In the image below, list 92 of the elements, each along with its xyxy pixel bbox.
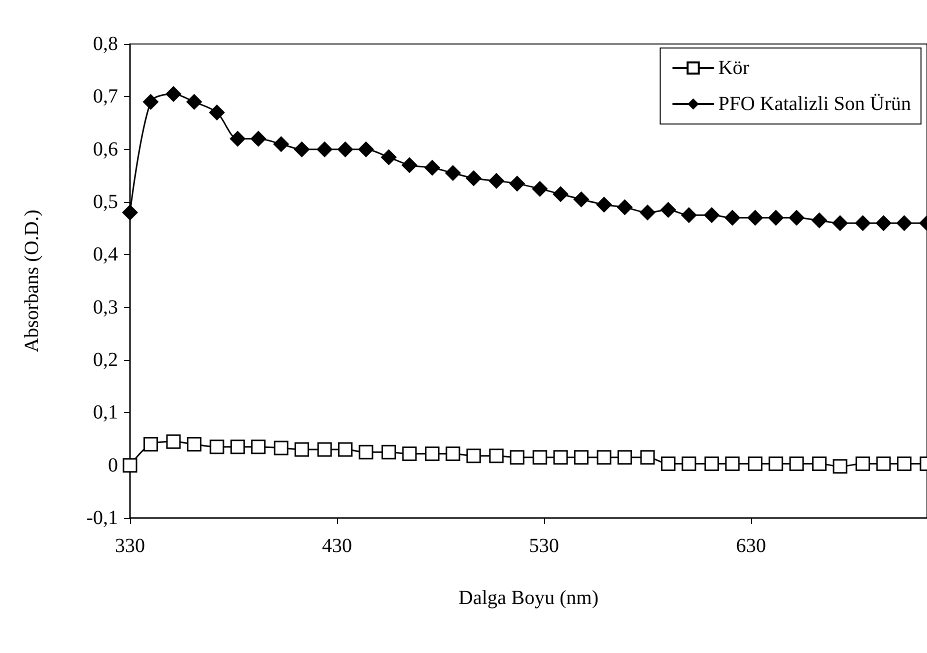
point	[208, 104, 225, 120]
x-tick-label: 430	[322, 535, 352, 557]
legend-label: PFO Katalizli Son Ürün	[718, 93, 912, 115]
y-tick-label: 0,3	[93, 296, 118, 318]
point	[424, 160, 440, 176]
point	[466, 448, 481, 464]
y-tick-label: 0,7	[93, 86, 118, 108]
y-axis-title: Absorbans (O.D.)	[21, 210, 43, 352]
x-axis-title: Dalga Boyu (nm)	[458, 587, 598, 609]
legend-label: Kör	[718, 57, 750, 79]
point	[446, 446, 460, 461]
point	[574, 450, 589, 465]
point	[424, 446, 440, 461]
point	[358, 141, 374, 158]
point	[294, 442, 310, 457]
point	[768, 456, 784, 472]
point	[876, 215, 892, 232]
point	[618, 450, 632, 465]
point	[316, 141, 333, 158]
point	[660, 202, 676, 218]
point	[294, 141, 310, 158]
y-tick-label: 0,1	[93, 402, 118, 424]
x-tick-label: 530	[529, 535, 560, 557]
point	[380, 149, 397, 166]
point	[510, 450, 524, 465]
point	[747, 210, 764, 226]
point	[122, 458, 138, 473]
point	[856, 456, 870, 472]
point	[210, 440, 224, 454]
y-tick-label: 0,5	[93, 191, 118, 213]
point	[660, 456, 676, 472]
point	[640, 450, 655, 465]
y-tick-label: 0,6	[93, 138, 118, 160]
point	[832, 215, 848, 232]
point	[748, 456, 762, 472]
y-tick-label: 0,2	[93, 349, 118, 371]
point	[166, 434, 181, 449]
point	[489, 448, 504, 464]
point	[382, 444, 396, 460]
point	[165, 86, 182, 102]
point	[616, 199, 633, 216]
point	[317, 442, 332, 457]
point	[854, 215, 871, 232]
point	[788, 210, 805, 226]
x-tick-label: 330	[115, 535, 145, 557]
point	[553, 450, 568, 465]
point	[680, 207, 697, 224]
point	[251, 440, 266, 454]
point	[704, 456, 719, 472]
y-tick-label: 0	[108, 454, 118, 476]
point	[896, 456, 912, 472]
point	[401, 157, 418, 174]
point	[274, 440, 288, 456]
point	[725, 456, 740, 472]
point	[573, 191, 590, 208]
y-tick-label: 0,8	[93, 33, 118, 55]
point	[552, 186, 569, 202]
point	[122, 204, 138, 221]
point	[876, 456, 891, 472]
point	[532, 180, 548, 197]
x-tick-label: 630	[736, 535, 766, 557]
point	[532, 450, 548, 465]
point	[704, 207, 720, 224]
point	[596, 196, 612, 213]
point	[186, 94, 202, 110]
point	[724, 210, 740, 226]
point	[250, 130, 266, 147]
point	[832, 459, 848, 474]
point	[143, 437, 158, 452]
point	[896, 215, 912, 232]
point	[186, 437, 202, 452]
point	[444, 165, 461, 182]
point	[230, 440, 245, 454]
point	[230, 130, 246, 147]
point	[488, 172, 504, 189]
point	[640, 204, 656, 221]
y-tick-label: 0,4	[93, 244, 118, 266]
point	[789, 456, 804, 472]
point	[338, 442, 353, 457]
point	[466, 170, 482, 186]
point	[273, 136, 290, 152]
point	[358, 444, 374, 460]
point	[596, 450, 612, 465]
point	[682, 456, 696, 472]
point	[142, 94, 159, 110]
point	[811, 212, 828, 228]
point	[509, 176, 526, 192]
y-tick-label: -0,1	[86, 507, 118, 529]
point	[812, 456, 827, 472]
point	[768, 210, 784, 226]
point	[337, 141, 354, 158]
point	[402, 446, 417, 461]
